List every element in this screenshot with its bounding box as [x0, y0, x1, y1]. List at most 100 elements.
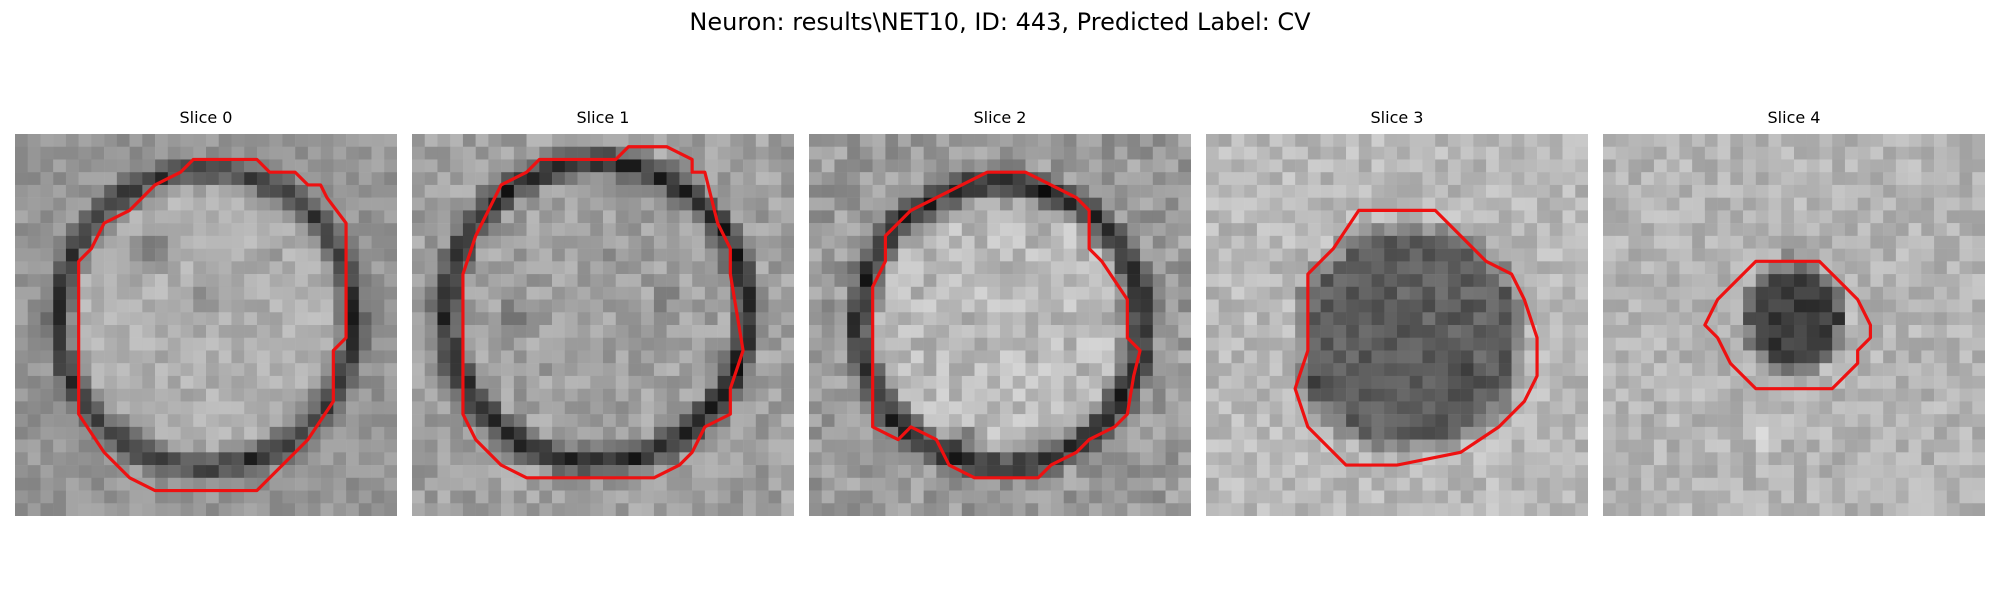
pixel — [1819, 134, 1833, 147]
pixel — [1537, 299, 1551, 313]
pixel — [1603, 159, 1616, 173]
pixel — [1101, 452, 1115, 466]
pixel — [704, 350, 718, 364]
pixel — [949, 261, 963, 275]
pixel — [755, 350, 769, 364]
pixel — [1704, 401, 1718, 415]
pixel — [552, 350, 566, 364]
pixel — [40, 350, 54, 364]
pixel — [923, 401, 937, 415]
pixel — [412, 235, 425, 249]
pixel — [1844, 439, 1858, 453]
pixel — [1050, 159, 1064, 173]
pixel — [371, 503, 385, 516]
pixel — [564, 223, 578, 237]
pixel — [1628, 172, 1642, 186]
pixel — [1934, 184, 1948, 198]
pixel — [1447, 388, 1461, 402]
pixel — [717, 299, 731, 313]
pixel — [206, 172, 219, 186]
pixel — [910, 248, 924, 262]
pixel — [923, 350, 937, 364]
pixel — [218, 210, 232, 224]
pixel — [1178, 197, 1191, 211]
pixel — [1653, 363, 1667, 377]
pixel — [1717, 363, 1731, 377]
pixel — [1127, 248, 1141, 262]
pixel — [666, 274, 680, 288]
pixel — [320, 210, 334, 224]
pixel — [320, 325, 334, 338]
pixel — [1152, 159, 1166, 173]
pixel — [743, 337, 757, 351]
pixel — [1076, 134, 1090, 147]
pixel — [424, 210, 438, 224]
pixel — [412, 426, 425, 440]
pixel — [1371, 248, 1385, 262]
pixel — [1743, 172, 1757, 186]
pixel — [1000, 363, 1013, 377]
pixel — [1883, 503, 1897, 516]
pixel — [1409, 274, 1423, 288]
pixel — [450, 197, 464, 211]
pixel — [1050, 503, 1064, 516]
pixel — [40, 210, 54, 224]
pixel — [104, 274, 118, 288]
pixel — [603, 274, 616, 288]
pixel — [1256, 134, 1270, 147]
pixel — [1537, 465, 1551, 479]
pixel — [1768, 503, 1782, 516]
pixel — [1409, 134, 1423, 147]
pixel — [1076, 159, 1090, 173]
pixel — [1435, 312, 1449, 326]
pixel — [809, 426, 822, 440]
pixel — [577, 477, 591, 491]
pixel — [475, 312, 489, 326]
pixel — [809, 274, 822, 288]
pixel — [358, 337, 372, 351]
pixel — [1244, 184, 1258, 198]
pixel — [1307, 184, 1321, 198]
pixel — [1358, 172, 1372, 186]
pixel — [307, 223, 321, 237]
pixel — [256, 363, 270, 377]
pixel — [1562, 184, 1576, 198]
pixel — [1422, 274, 1436, 288]
pixel — [1346, 197, 1360, 211]
pixel — [704, 363, 718, 377]
pixel — [129, 325, 143, 338]
pixel — [15, 414, 28, 428]
pixel — [781, 363, 794, 377]
pixel — [1422, 146, 1436, 160]
pixel — [424, 134, 438, 147]
pixel — [641, 184, 655, 198]
pixel — [1549, 248, 1563, 262]
pixel — [1615, 235, 1629, 249]
pixel — [859, 299, 873, 313]
pixel — [1231, 286, 1245, 300]
pixel — [104, 503, 118, 516]
pixel — [462, 159, 476, 173]
pixel — [1883, 223, 1897, 237]
pixel — [1666, 325, 1680, 338]
pixel — [1165, 197, 1179, 211]
pixel — [1307, 375, 1321, 389]
pixel — [1511, 312, 1525, 326]
pixel — [615, 503, 629, 516]
pixel — [1244, 261, 1258, 275]
pixel — [91, 197, 105, 211]
pixel — [1806, 159, 1820, 173]
pixel — [1038, 274, 1052, 288]
pixel — [539, 325, 553, 338]
pixel — [1486, 184, 1500, 198]
pixel — [180, 426, 194, 440]
pixel — [129, 439, 143, 453]
pixel — [1628, 210, 1642, 224]
pixel — [949, 452, 963, 466]
pixel — [1178, 274, 1191, 288]
pixel — [1679, 452, 1693, 466]
pixel — [218, 414, 232, 428]
pixel — [974, 439, 988, 453]
pixel — [412, 465, 425, 479]
pixel — [755, 375, 769, 389]
